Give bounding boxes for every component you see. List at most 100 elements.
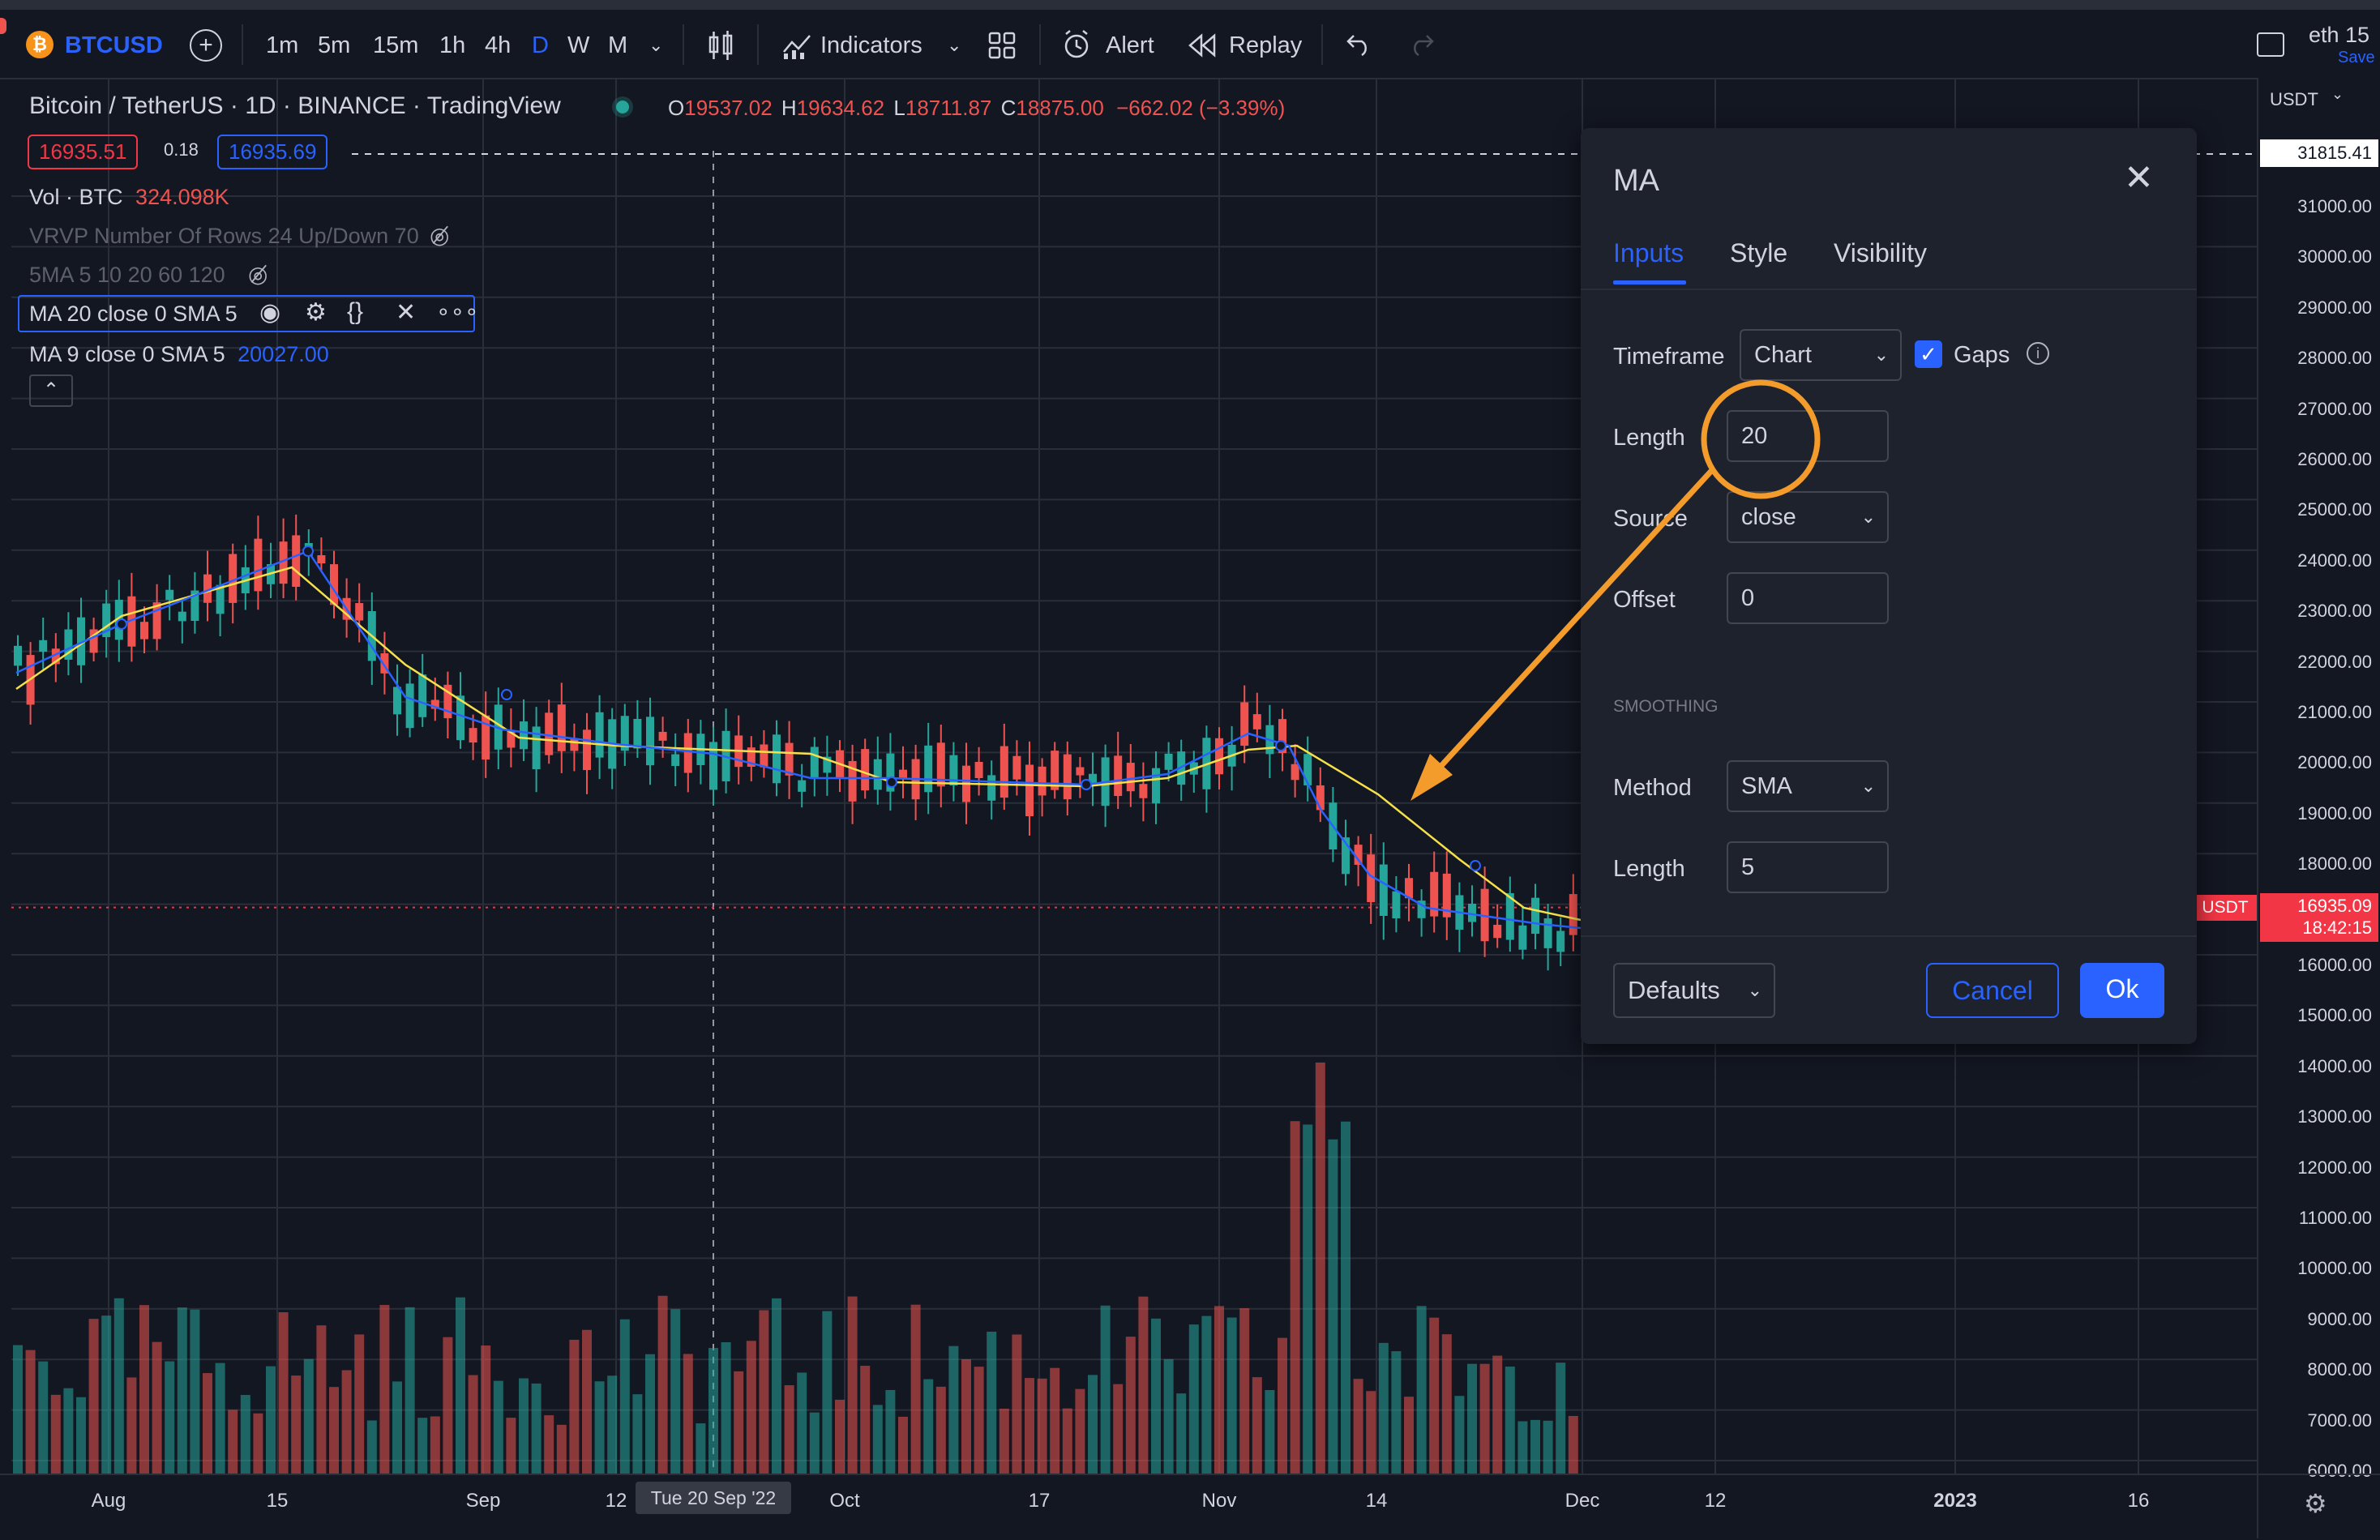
currency-chevron-down-icon[interactable]: ⌄ — [2331, 86, 2344, 102]
interval-15m[interactable]: 15m — [373, 32, 419, 58]
offset-input[interactable]: 0 — [1727, 572, 1889, 624]
more-icon[interactable]: ∘∘∘ — [436, 299, 479, 324]
indicators-chevron-down-icon[interactable]: ⌄ — [947, 35, 962, 55]
volume-bar — [1163, 1358, 1174, 1474]
alarm-clock-icon[interactable] — [1062, 29, 1094, 62]
indicators-button[interactable]: Indicators — [820, 32, 922, 58]
info-icon[interactable]: i — [2027, 342, 2049, 365]
interval-w[interactable]: W — [567, 32, 590, 58]
alert-button[interactable]: Alert — [1106, 32, 1154, 58]
layout-name[interactable]: eth 15 — [2309, 23, 2370, 47]
cancel-button[interactable]: Cancel — [1926, 963, 2059, 1018]
ma-point-marker — [1275, 740, 1286, 751]
volume-bar — [594, 1381, 605, 1474]
volume-bar — [1517, 1421, 1528, 1474]
templates-grid-icon[interactable] — [987, 31, 1017, 60]
candle-body — [620, 716, 629, 751]
price-label: 28000.00 — [2297, 348, 2372, 369]
interval-chevron-down-icon[interactable]: ⌄ — [649, 35, 664, 55]
time-label: Sep — [465, 1490, 501, 1512]
eye-hidden-icon[interactable]: ◎̸ — [248, 262, 268, 287]
volume-bar — [657, 1295, 668, 1474]
close-label: C — [1000, 96, 1017, 120]
eye-icon[interactable]: ◉ — [259, 299, 281, 326]
candle-body — [583, 729, 591, 771]
candle-body — [216, 584, 225, 614]
volume-bar — [76, 1397, 86, 1474]
time-scale[interactable]: Aug 15 Sep 12 Oct 17 Nov 14 Dec 12 2023 … — [0, 1474, 2257, 1540]
volume-bar — [683, 1354, 693, 1474]
candle-style-icon[interactable] — [707, 29, 734, 62]
candle-body — [190, 590, 199, 622]
candle-body — [1354, 845, 1363, 865]
source-select[interactable]: close ⌄ — [1727, 491, 1889, 543]
volume-bar — [1303, 1124, 1313, 1474]
symbol-button[interactable]: BTCUSD — [65, 32, 163, 58]
collapse-legend-chevron-up-icon[interactable]: ⌃ — [29, 374, 73, 407]
add-symbol-icon[interactable]: + — [190, 29, 222, 62]
interval-5m[interactable]: 5m — [318, 32, 351, 58]
interval-1h[interactable]: 1h — [439, 32, 466, 58]
price-scale[interactable]: USDT ⌄ 31815.41 31000.00 30000.00 29000.00… — [2257, 78, 2380, 1481]
volume-bar — [379, 1304, 390, 1474]
price-label: 23000.00 — [2297, 601, 2372, 622]
volume-bar — [1025, 1378, 1034, 1474]
vrvp-legend[interactable]: VRVP Number Of Rows 24 Up/Down 70 — [29, 224, 419, 248]
tab-visibility[interactable]: Visibility — [1834, 238, 1927, 267]
method-select[interactable]: SMA ⌄ — [1727, 760, 1889, 812]
gaps-checkbox[interactable]: ✓ — [1915, 340, 1942, 368]
candle-body — [1303, 754, 1312, 785]
interval-d[interactable]: D — [532, 32, 549, 58]
tab-style[interactable]: Style — [1730, 238, 1788, 267]
ok-button[interactable]: Ok — [2080, 963, 2164, 1018]
volume-bar — [1467, 1363, 1477, 1474]
close-icon[interactable]: ✕ — [2124, 158, 2154, 198]
volume-bar — [1341, 1121, 1351, 1474]
volume-bar — [1441, 1334, 1452, 1474]
sma-multi-legend[interactable]: 5MA 5 10 20 60 120 — [29, 263, 225, 287]
volume-legend[interactable]: Vol · BTC 324.098K — [29, 185, 229, 210]
volume-bar — [1492, 1355, 1503, 1474]
gear-icon[interactable]: ⚙ — [2304, 1489, 2327, 1518]
undo-icon[interactable] — [1346, 32, 1373, 57]
ma20-legend: MA 20 close 0 SMA 5 — [29, 302, 238, 326]
toolbar-divider — [242, 24, 243, 65]
candle-body — [229, 554, 238, 603]
eye-hidden-icon[interactable]: ◎̸ — [430, 223, 450, 248]
remove-icon[interactable]: ✕ — [396, 299, 417, 326]
source-code-icon[interactable]: {} — [347, 298, 364, 325]
toolbar-divider — [1321, 24, 1323, 65]
indicators-icon[interactable] — [781, 31, 812, 60]
settings-icon[interactable]: ⚙ — [305, 299, 327, 326]
save-button[interactable]: Save — [2338, 49, 2375, 66]
currency-selector[interactable]: USDT — [2270, 89, 2318, 109]
symbol-title[interactable]: Bitcoin / TetherUS · 1D · BINANCE · Trad… — [29, 92, 561, 119]
interval-m[interactable]: M — [608, 32, 628, 58]
timeframe-select[interactable]: Chart ⌄ — [1740, 329, 1902, 381]
volume-bar — [746, 1341, 756, 1474]
replay-button[interactable]: Replay — [1229, 32, 1303, 58]
current-price: 16935.09 — [2297, 896, 2372, 916]
candle-body — [886, 753, 895, 792]
smoothing-length-input[interactable]: 5 — [1727, 841, 1889, 893]
bar-countdown: 18:42:15 — [2302, 918, 2372, 938]
sell-price-badge[interactable]: 16935.51 — [28, 135, 139, 169]
candle-body — [1430, 871, 1439, 917]
interval-4h[interactable]: 4h — [485, 32, 512, 58]
redo-icon[interactable] — [1407, 32, 1435, 57]
volume-bar — [1062, 1408, 1072, 1474]
candle-body — [152, 602, 161, 640]
defaults-dropdown[interactable]: Defaults ⌄ — [1613, 963, 1775, 1018]
layout-square-icon[interactable] — [2257, 32, 2284, 57]
replay-icon[interactable] — [1188, 32, 1218, 58]
candle-body — [760, 744, 768, 768]
interval-1m[interactable]: 1m — [266, 32, 299, 58]
tab-inputs[interactable]: Inputs — [1613, 238, 1684, 267]
buy-price-badge[interactable]: 16935.69 — [217, 135, 328, 169]
ma20-legend-row[interactable]: MA 20 close 0 SMA 5 ◉ ⚙ {} ✕ ∘∘∘ — [18, 295, 479, 332]
volume-bar — [38, 1361, 49, 1474]
ma9-legend[interactable]: MA 9 close 0 SMA 5 20027.00 — [29, 342, 329, 367]
length-input[interactable]: 20 — [1727, 410, 1889, 462]
volume-bar — [1176, 1393, 1187, 1474]
volume-bar — [987, 1331, 997, 1474]
